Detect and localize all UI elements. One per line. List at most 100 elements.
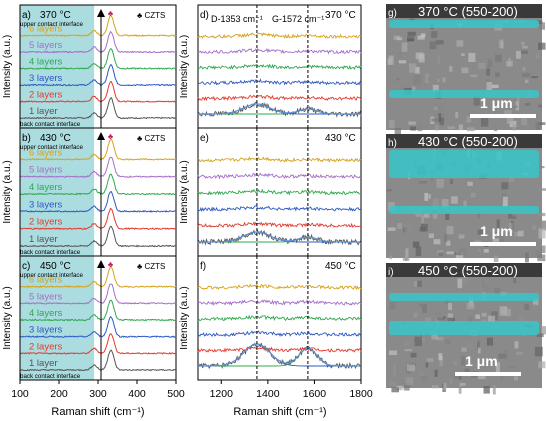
fit-envelope	[198, 103, 361, 115]
sem-grain	[502, 196, 508, 207]
spectrum-line	[197, 346, 362, 353]
sem-grain	[425, 362, 429, 368]
sem-grain	[431, 31, 438, 38]
sem-grain	[492, 238, 500, 243]
sem-grain	[469, 297, 474, 307]
sem-grain	[499, 306, 508, 316]
x-tick-label: 1200	[210, 388, 234, 400]
sem-grain	[409, 18, 416, 22]
sem-grain	[470, 74, 478, 78]
scale-bar-label: 1 μm	[465, 353, 498, 369]
sem-grain	[521, 50, 529, 54]
spectrum-line	[197, 330, 362, 338]
sem-grain	[458, 233, 463, 236]
sem-grain	[437, 78, 440, 82]
sem-grain	[457, 278, 463, 289]
y-axis-label: Intensity (a.u.)	[179, 35, 190, 98]
sem-grain	[449, 377, 452, 385]
sem-grain	[433, 239, 441, 245]
legend-czts: ♣ CZTS	[137, 262, 165, 271]
sem-grain	[498, 353, 506, 359]
spectrum-line	[19, 30, 177, 54]
sem-grain	[486, 82, 493, 90]
sem-grain	[524, 303, 529, 310]
sem-grain	[427, 77, 436, 81]
x-tick-label: 1400	[256, 388, 280, 400]
sem-grain	[508, 58, 511, 67]
sem-grain	[470, 117, 474, 123]
sem-grain	[483, 386, 490, 394]
upper-interface-label: upper contact interface	[20, 272, 84, 279]
spectrum-line	[19, 349, 176, 372]
sem-caption: 430 °C (550-200)	[418, 134, 518, 149]
sem-grain	[435, 310, 441, 315]
sem-grain	[538, 361, 546, 369]
sem-grain	[534, 346, 543, 357]
sem-grain	[541, 326, 546, 335]
sem-grain	[463, 200, 467, 208]
sem-grain	[466, 116, 472, 123]
sem-grain	[465, 341, 474, 349]
sem-grain	[498, 235, 504, 243]
sem-grain	[459, 247, 466, 256]
sem-grain	[461, 356, 466, 366]
sem-caption: 450 °C (550-200)	[418, 263, 518, 278]
sem-grain	[498, 39, 504, 49]
sem-grain	[509, 120, 517, 128]
sem-grain	[468, 52, 476, 62]
sem-grain	[525, 252, 529, 263]
back-interface-label: back contact interface	[20, 121, 81, 128]
spectrum-line	[197, 188, 362, 196]
spectrum-line	[19, 333, 176, 355]
spectrum-line	[197, 78, 362, 86]
sem-grain	[535, 250, 541, 256]
sem-grain	[542, 220, 546, 231]
sem-grain	[493, 255, 499, 262]
sem-grain	[433, 106, 438, 111]
sem-grain	[396, 225, 399, 235]
spectrum-line	[19, 225, 176, 248]
sem-grain	[496, 219, 500, 229]
x-tick-label: 1600	[303, 388, 327, 400]
raman-low-column: 1 layer 2 layers 3 layers 4 layers 5 layers 6…	[2, 4, 185, 418]
interface-shade	[20, 5, 95, 128]
sem-grain	[410, 352, 417, 358]
sem-grain	[506, 308, 511, 317]
sem-grain	[413, 312, 418, 318]
sem-grain	[477, 229, 484, 235]
sem-grain	[504, 349, 508, 359]
sem-grain	[447, 126, 456, 130]
sem-grain	[444, 234, 448, 243]
series-label: 1 layer	[29, 234, 58, 245]
sem-grain	[420, 33, 426, 37]
sem-grain	[513, 277, 517, 284]
sem-grain	[477, 212, 481, 218]
sem-grain	[503, 110, 512, 116]
sem-grain	[414, 281, 418, 287]
legend-czts: ♣ CZTS	[137, 134, 165, 143]
panel-temperature: 370 °C	[325, 10, 356, 21]
sem-grain	[538, 228, 546, 239]
sem-grain	[423, 213, 430, 218]
sem-grain	[454, 252, 462, 256]
sem-grain	[431, 331, 438, 340]
sem-grain	[533, 298, 539, 306]
sem-grain	[521, 41, 525, 46]
sem-grain	[407, 32, 415, 41]
sem-grain	[391, 387, 399, 393]
sem-grain	[537, 166, 545, 169]
spectrum-line	[197, 299, 362, 306]
sem-grain	[417, 280, 422, 287]
series-label: 6 layers	[29, 147, 63, 158]
dg-panel-3: f) 450 °C Intensity (a.u.)	[179, 255, 362, 381]
sem-grain	[481, 312, 487, 317]
series-label: 3 layers	[29, 325, 63, 336]
sem-grain	[532, 304, 537, 311]
x-axis-label: Raman shift (cm⁻¹)	[51, 406, 144, 418]
sem-grain	[483, 249, 489, 253]
sem-grain	[419, 372, 424, 376]
sem-grain	[405, 248, 409, 258]
sem-grain	[439, 356, 443, 366]
spectrum-line	[19, 265, 177, 289]
peak-marker: ♣	[108, 260, 114, 269]
